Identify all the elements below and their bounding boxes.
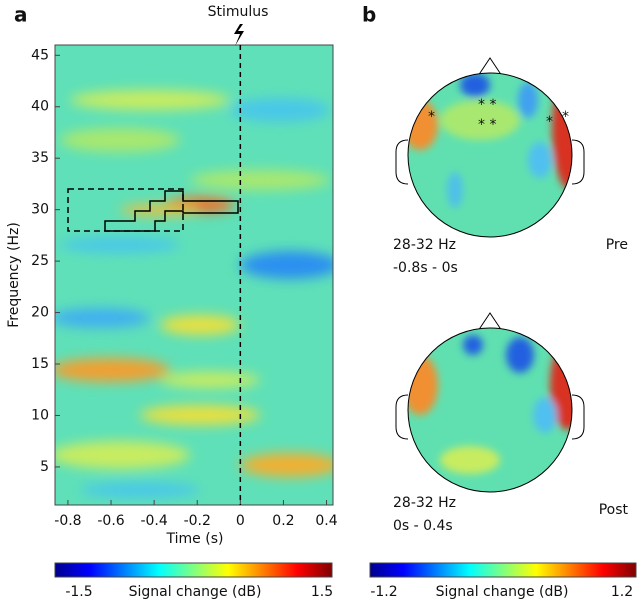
panel-label: a	[14, 3, 28, 27]
x-tick-label: 0.4	[315, 513, 337, 529]
x-tick-label: -0.4	[140, 513, 167, 529]
topo-band: 28-32 Hz	[393, 237, 456, 253]
colorbar-label: Signal change (dB)	[436, 584, 569, 600]
x-tick-label: -0.8	[54, 513, 81, 529]
y-tick-label: 45	[31, 47, 49, 63]
colorbar	[54, 562, 333, 578]
topo-post	[395, 312, 585, 493]
x-axis-label: Time (s)	[166, 531, 224, 547]
topo-window: 0s - 0.4s	[393, 518, 453, 534]
topo-condition: Pre	[606, 237, 628, 253]
topo-pre: * * * * * * *	[395, 57, 585, 238]
y-tick-label: 5	[40, 459, 49, 475]
y-tick-label: 25	[31, 253, 49, 269]
panel-label: b	[362, 3, 376, 27]
svg-text:* *: * *	[478, 97, 496, 113]
y-tick-label: 15	[31, 356, 49, 372]
svg-text:* *: * *	[478, 117, 496, 133]
colorbar	[369, 562, 637, 578]
colorbar-label: Signal change (dB)	[129, 584, 262, 600]
stimulus-icon	[234, 24, 244, 46]
svg-text:*: *	[562, 109, 569, 125]
colorbar-max: 1.5	[311, 584, 333, 600]
topo-window: -0.8s - 0s	[393, 260, 458, 276]
y-tick-label: 40	[31, 99, 49, 115]
x-tick-label: -0.2	[184, 513, 211, 529]
svg-text:*: *	[546, 114, 553, 130]
x-tick-label: -0.6	[97, 513, 124, 529]
x-tick-label: 0	[236, 513, 245, 529]
heatmap	[55, 45, 333, 505]
y-tick-label: 20	[31, 305, 49, 321]
y-tick-label: 30	[31, 202, 49, 218]
svg-text:*: *	[428, 109, 435, 125]
plot-frame	[54, 44, 334, 506]
stimulus-label: Stimulus	[208, 4, 269, 20]
colorbar-min: -1.5	[65, 584, 92, 600]
x-tick-label: 0.2	[272, 513, 294, 529]
colorbar-min: -1.2	[370, 584, 397, 600]
topo-condition: Post	[599, 502, 629, 518]
y-axis-label: Frequency (Hz)	[6, 222, 22, 328]
topo-band: 28-32 Hz	[393, 495, 456, 511]
colorbar-max: 1.2	[611, 584, 633, 600]
y-tick-label: 35	[31, 150, 49, 166]
y-tick-label: 10	[31, 407, 49, 423]
